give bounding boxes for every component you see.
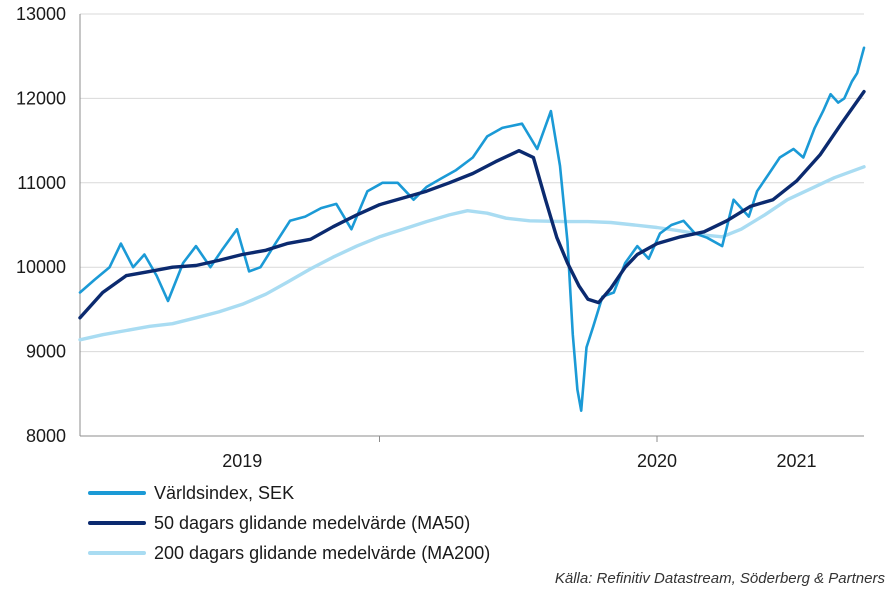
legend-label: 200 dagars glidande medelvärde (MA200) (154, 542, 491, 563)
line-chart: 8000 9000 10000 11000 12000 13000 2019 2020 202… (16, 4, 866, 471)
x-tick-label: 2021 (776, 451, 816, 471)
source-note: Källa: Refinitiv Datastream, Söderberg &… (554, 570, 885, 587)
legend-item-ma200: 200 dagars glidande medelvärde (MA200) (88, 540, 490, 566)
legend-item-ma50: 50 dagars glidande medelvärde (MA50) (88, 510, 490, 536)
y-tick-label: 9000 (26, 342, 66, 362)
y-tick-label: 13000 (16, 4, 66, 24)
y-tick-label: 10000 (16, 257, 66, 277)
y-axis: 8000 9000 10000 11000 12000 13000 (16, 4, 66, 446)
series-line-ma50 (78, 89, 866, 320)
y-tick-label: 8000 (26, 426, 66, 446)
series-line-ma200 (78, 165, 866, 342)
legend-item-varldsindex: Världsindex, SEK (88, 480, 490, 506)
series-line-varldsindex (78, 46, 866, 413)
legend-label: 50 dagars glidande medelvärde (MA50) (154, 512, 471, 533)
y-tick-label: 12000 (16, 88, 66, 108)
legend-swatch (88, 491, 146, 495)
y-tick-label: 11000 (17, 173, 66, 193)
legend-swatch (88, 521, 146, 525)
series-lines (78, 46, 866, 413)
x-tick-label: 2020 (637, 451, 677, 471)
x-tick-label: 2019 (222, 451, 262, 471)
legend: Världsindex, SEK 50 dagars glidande mede… (88, 480, 490, 570)
x-axis: 2019 2020 2021 (79, 14, 864, 471)
legend-swatch (88, 551, 146, 555)
legend-label: Världsindex, SEK (154, 482, 295, 503)
